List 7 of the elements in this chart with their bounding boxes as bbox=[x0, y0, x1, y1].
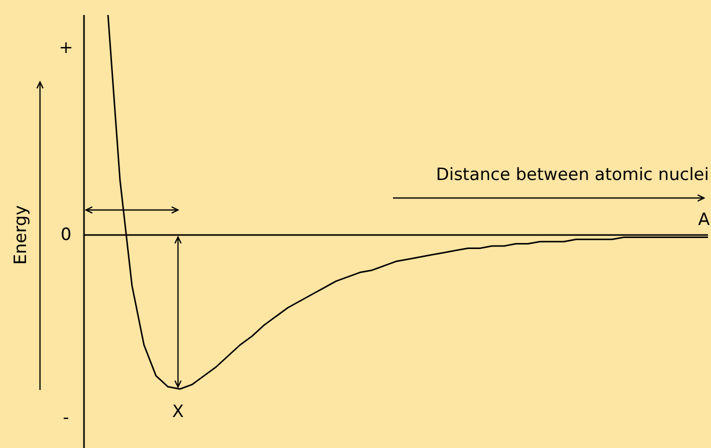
text: - bbox=[62, 408, 70, 428]
annotation: X bbox=[172, 402, 184, 422]
y-axis-title: Energy bbox=[11, 205, 31, 265]
annotation: A bbox=[698, 210, 710, 230]
x-axis-title: Distance between atomic nuclei bbox=[436, 165, 709, 185]
text: 0 bbox=[60, 225, 72, 245]
text: + bbox=[58, 38, 74, 58]
